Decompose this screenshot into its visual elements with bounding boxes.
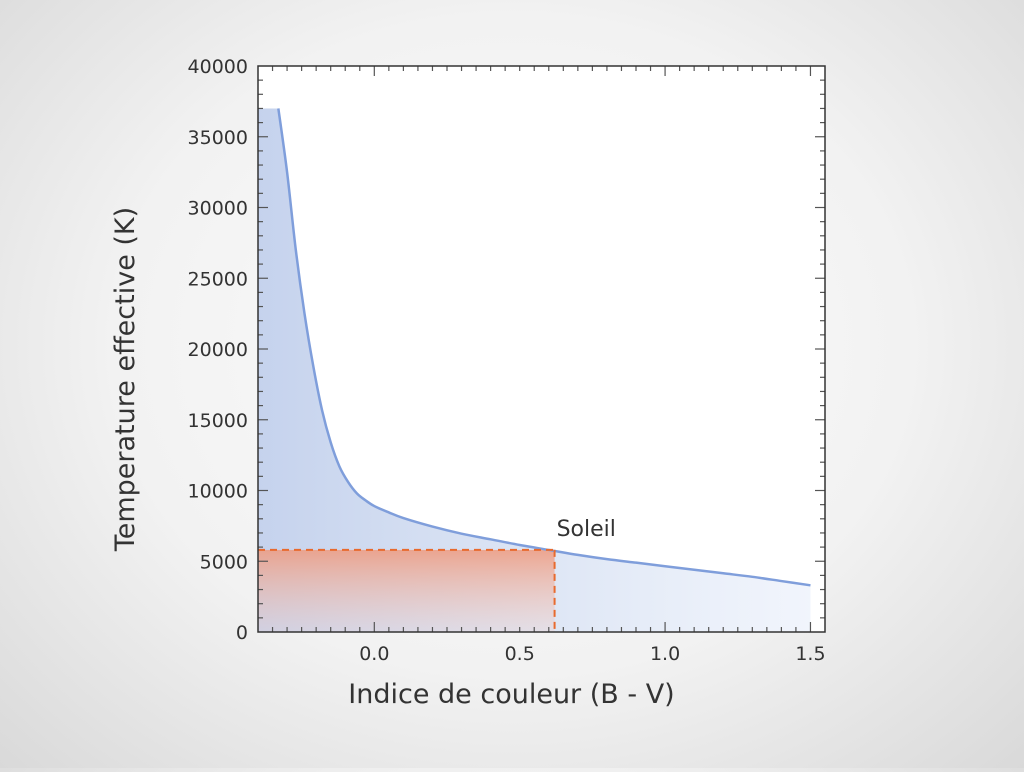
y-axis-title: Temperature effective (K)	[110, 207, 141, 552]
y-tick-labels: 0 5000 10000 15000 20000 25000 30000 35000 40000	[188, 56, 248, 644]
x-tick-label: 1.0	[650, 643, 680, 665]
annotation-soleil: Soleil	[557, 517, 616, 542]
y-tick-label: 10000	[188, 481, 248, 503]
x-tick-label: 0.5	[505, 643, 535, 665]
y-tick-label: 30000	[188, 198, 248, 220]
x-tick-labels: 0.0 0.5 1.0 1.5	[359, 643, 825, 665]
y-tick-label: 0	[236, 622, 248, 644]
axis-ticks	[258, 66, 825, 632]
y-tick-label: 35000	[188, 127, 248, 149]
x-axis-title: Indice de couleur (B - V)	[348, 679, 674, 710]
x-tick-label: 1.5	[795, 643, 825, 665]
y-tick-label: 5000	[200, 551, 248, 573]
series-line	[277, 108, 811, 587]
y-tick-label: 25000	[188, 268, 248, 290]
y-tick-label: 20000	[188, 339, 248, 361]
plot-frame	[257, 65, 826, 633]
sun-highlight-area	[258, 549, 555, 632]
y-tick-label: 40000	[188, 56, 248, 78]
y-tick-label: 15000	[188, 410, 248, 432]
x-tick-label: 0.0	[359, 643, 389, 665]
